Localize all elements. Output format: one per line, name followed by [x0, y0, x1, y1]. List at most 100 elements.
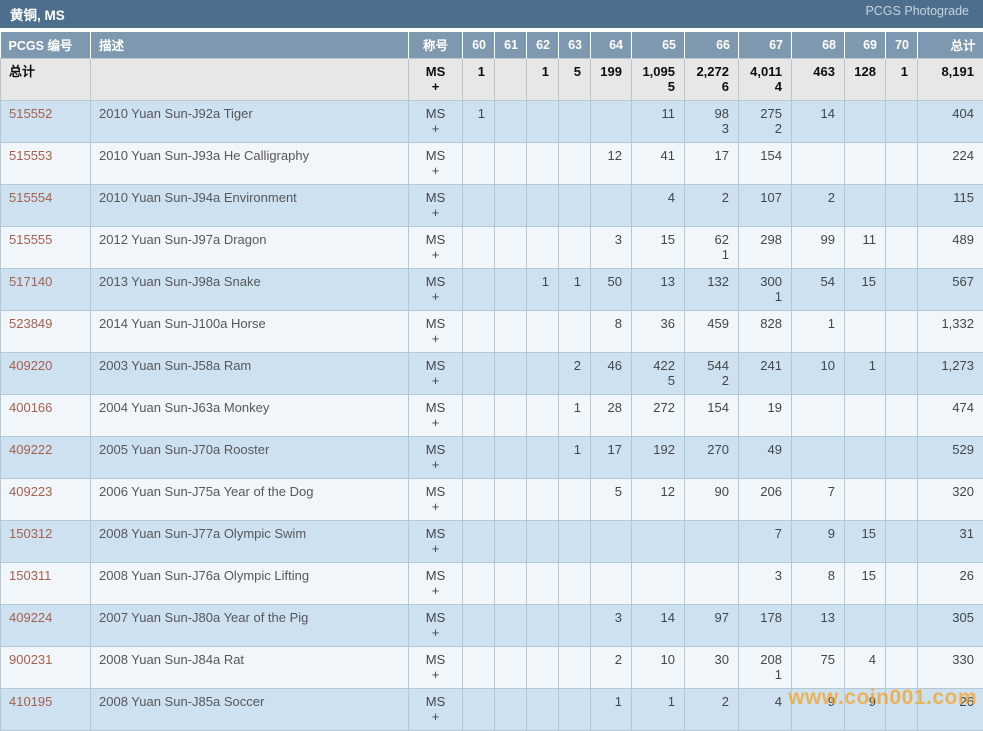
grade-63-cell	[559, 521, 591, 563]
grade-70-cell	[886, 269, 918, 311]
pcgs-number-link[interactable]: 517140	[9, 274, 52, 289]
grade-67-cell: 3	[739, 563, 792, 605]
grade-68-cell: 14	[792, 101, 845, 143]
pcgs-number-cell: 400166	[1, 395, 91, 437]
grade-65-cell: 14	[632, 605, 685, 647]
coin-description: 2010 Yuan Sun-J93a He Calligraphy	[91, 143, 409, 185]
coin-description: 2008 Yuan Sun-J76a Olympic Lifting	[91, 563, 409, 605]
grade-64-cell: 28	[591, 395, 632, 437]
grade-63-cell	[559, 689, 591, 731]
grade-66-cell: 30	[685, 647, 739, 689]
grade-62-cell	[527, 647, 559, 689]
grade-70-cell	[886, 563, 918, 605]
grade-60-cell	[463, 395, 495, 437]
grade-65-cell: 1	[632, 689, 685, 731]
row-total-cell: 474	[918, 395, 983, 437]
designation-cell: MS+	[409, 59, 463, 101]
pcgs-number-link[interactable]: 150312	[9, 526, 52, 541]
grade-64-cell: 199	[591, 59, 632, 101]
photograde-link[interactable]: PCGS Photograde	[865, 4, 969, 18]
grade-67-cell: 7	[739, 521, 792, 563]
pcgs-number-link[interactable]: 409222	[9, 442, 52, 457]
pcgs-number-cell: 515552	[1, 101, 91, 143]
pcgs-number-link[interactable]: 515555	[9, 232, 52, 247]
column-header-grade-64: 64	[591, 32, 632, 59]
grade-64-cell	[591, 563, 632, 605]
grade-64-cell: 2	[591, 647, 632, 689]
grade-69-cell: 11	[845, 227, 886, 269]
row-total-cell: 567	[918, 269, 983, 311]
pcgs-number-link[interactable]: 515554	[9, 190, 52, 205]
grade-66-cell: 2	[685, 689, 739, 731]
grade-64-cell: 12	[591, 143, 632, 185]
pcgs-number-link[interactable]: 400166	[9, 400, 52, 415]
grade-68-cell: 10	[792, 353, 845, 395]
row-total-cell: 320	[918, 479, 983, 521]
grade-62-cell	[527, 143, 559, 185]
grade-61-cell	[495, 689, 527, 731]
grade-63-cell	[559, 143, 591, 185]
coin-description: 2008 Yuan Sun-J77a Olympic Swim	[91, 521, 409, 563]
coin-description: 2010 Yuan Sun-J94a Environment	[91, 185, 409, 227]
grade-60-cell: 1	[463, 59, 495, 101]
grade-69-cell	[845, 101, 886, 143]
pcgs-number-link[interactable]: 410195	[9, 694, 52, 709]
column-header-grade-67: 67	[739, 32, 792, 59]
pcgs-number-cell: 517140	[1, 269, 91, 311]
page-title: 黄铜, MS	[10, 4, 65, 24]
grade-64-cell: 46	[591, 353, 632, 395]
column-header-designation: 称号	[409, 32, 463, 59]
grade-63-cell: 2	[559, 353, 591, 395]
pcgs-number-link[interactable]: 409220	[9, 358, 52, 373]
grade-68-cell: 75	[792, 647, 845, 689]
grade-63-cell	[559, 227, 591, 269]
section-title-bar: 黄铜, MS PCGS Photograde	[0, 0, 983, 28]
pcgs-number-link[interactable]: 409224	[9, 610, 52, 625]
pcgs-number-link[interactable]: 515553	[9, 148, 52, 163]
grade-60-cell	[463, 563, 495, 605]
grade-69-cell: 15	[845, 269, 886, 311]
grade-69-cell: 15	[845, 563, 886, 605]
grade-68-cell: 463	[792, 59, 845, 101]
pcgs-number-link[interactable]: 523849	[9, 316, 52, 331]
grade-68-cell: 54	[792, 269, 845, 311]
grade-61-cell	[495, 521, 527, 563]
pcgs-number-link[interactable]: 150311	[9, 568, 51, 583]
grade-67-cell: 107	[739, 185, 792, 227]
grade-61-cell	[495, 563, 527, 605]
coin-description	[91, 59, 409, 101]
designation-cell: MS+	[409, 143, 463, 185]
grade-61-cell	[495, 437, 527, 479]
grade-62-cell	[527, 605, 559, 647]
grade-67-cell: 19	[739, 395, 792, 437]
grade-69-cell	[845, 437, 886, 479]
coin-description: 2008 Yuan Sun-J84a Rat	[91, 647, 409, 689]
grade-69-cell: 15	[845, 521, 886, 563]
grade-61-cell	[495, 269, 527, 311]
population-table: PCGS 编号 描述 称号 60 61 62 63 64 65 66 67 68…	[0, 32, 983, 731]
grade-62-cell	[527, 227, 559, 269]
pcgs-number-cell: 409222	[1, 437, 91, 479]
designation-cell: MS+	[409, 227, 463, 269]
grade-62-cell	[527, 479, 559, 521]
designation-cell: MS+	[409, 353, 463, 395]
grade-60-cell	[463, 689, 495, 731]
pcgs-number-link[interactable]: 900231	[9, 652, 52, 667]
grade-64-cell: 17	[591, 437, 632, 479]
pcgs-number-link[interactable]: 515552	[9, 106, 52, 121]
row-total-cell: 330	[918, 647, 983, 689]
grade-64-cell: 1	[591, 689, 632, 731]
pcgs-number-link[interactable]: 409223	[9, 484, 52, 499]
pcgs-number-cell: 409223	[1, 479, 91, 521]
column-header-grade-68: 68	[792, 32, 845, 59]
designation-cell: MS+	[409, 269, 463, 311]
